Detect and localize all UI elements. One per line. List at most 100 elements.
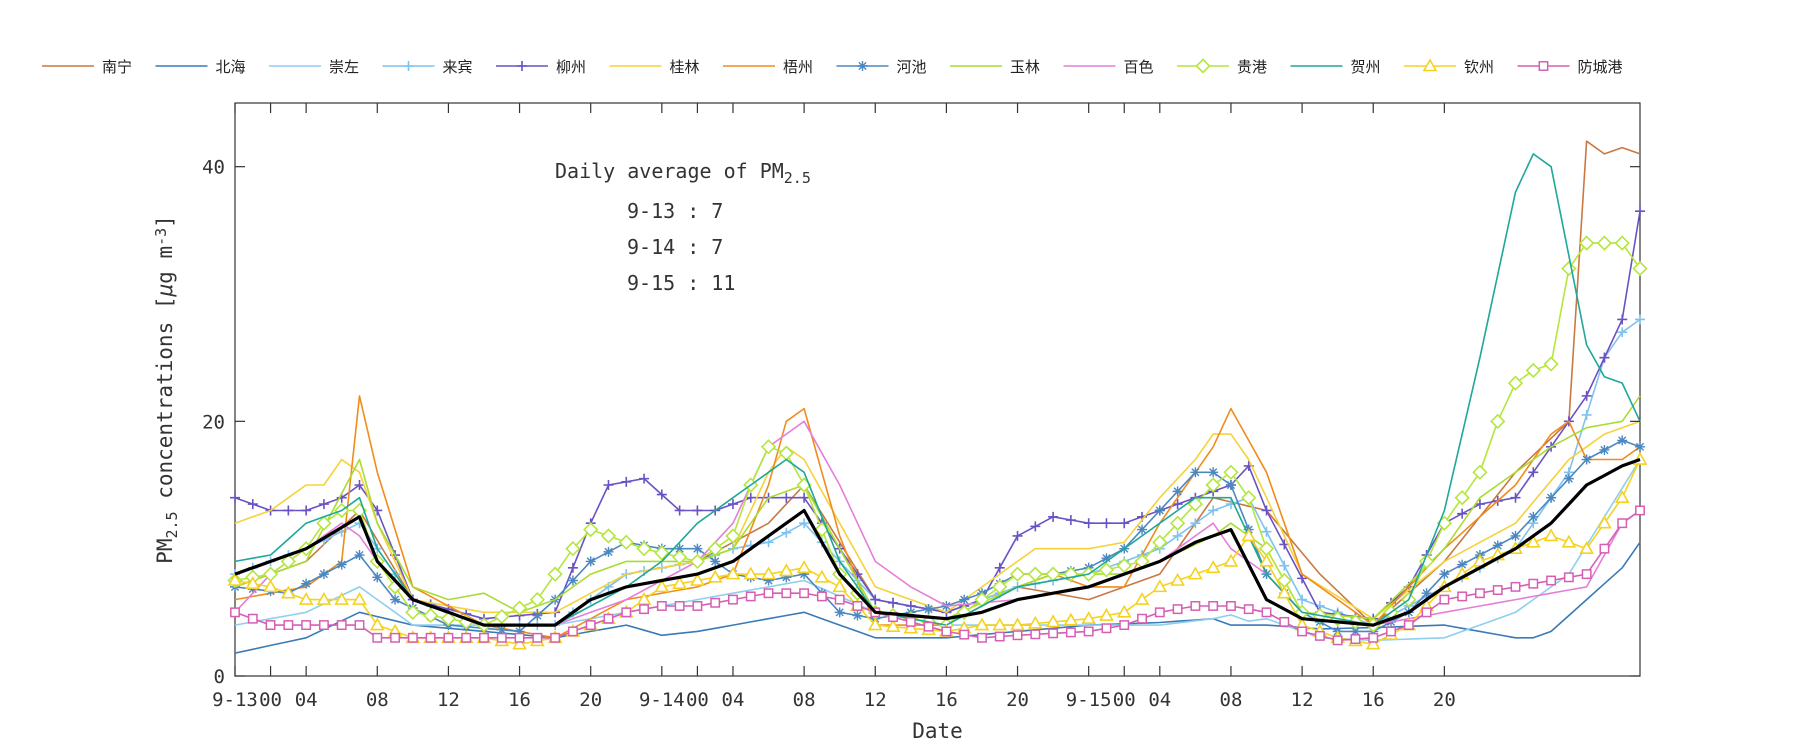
series-14-point (781, 588, 792, 599)
series-5-point (1048, 511, 1059, 522)
series-8-point (781, 572, 792, 583)
series-14-point (941, 626, 952, 637)
series-1-line (234, 140, 1641, 626)
series-5-point (354, 480, 365, 490)
legend-item: 南宁 (42, 58, 132, 76)
series-11-point (1490, 413, 1506, 429)
series-14-point (1492, 585, 1503, 595)
series-8-point (603, 546, 614, 557)
series-5-point (318, 499, 329, 510)
series-7-line (234, 395, 1641, 639)
series-13-point (1152, 579, 1168, 593)
series-13-point (1241, 528, 1257, 542)
series-14-point (550, 632, 561, 643)
legend-item: 百色 (1063, 58, 1154, 76)
series-8-point (959, 594, 970, 605)
legend: 南宁 北海 崇左 来宾 柳州 桂林 梧州 河池 玉林 百色 贵港 贺州 钦州 防城港 (42, 58, 1623, 76)
series-8-point (567, 575, 578, 586)
series-13-point (1134, 591, 1150, 605)
series-13-point (636, 591, 652, 605)
series-8-point (1599, 444, 1610, 455)
series-9 (234, 395, 1641, 620)
x-tick-label: 04 (722, 689, 745, 711)
series-5-point (301, 505, 312, 516)
series-5-point (603, 480, 614, 490)
series-15 (234, 457, 1641, 627)
series-13-point (743, 566, 759, 580)
series-13-point (512, 636, 527, 650)
series-14-point (1368, 632, 1379, 643)
series-14-point (994, 631, 1005, 642)
series-13-point (778, 563, 794, 577)
series-4-point (1208, 505, 1219, 516)
series-4-point (799, 518, 810, 529)
series-4 (230, 314, 1645, 631)
y-axis-label: PM2.5 concentrations [μg m-3] (152, 215, 181, 564)
series-14-point (1297, 626, 1308, 637)
series-14-point (1154, 607, 1165, 618)
series-11-point (511, 600, 528, 616)
series-5-point (1599, 352, 1610, 363)
series-14-point (799, 588, 810, 599)
x-tick-label: 08 (366, 689, 389, 711)
series-14-point (621, 607, 632, 618)
series-14-point (1581, 569, 1592, 580)
series-11-point (440, 611, 457, 627)
series-11-point (583, 521, 599, 538)
series-14-point (1190, 601, 1201, 611)
series-14-point (1403, 620, 1414, 631)
legend-marker (403, 61, 414, 71)
series-11-point (654, 545, 670, 561)
series-5-point (656, 489, 667, 500)
series-14-point (1474, 588, 1485, 599)
series-11-point (1258, 541, 1275, 557)
series-11-point (707, 541, 723, 557)
series-14-point (1119, 620, 1130, 631)
series-11-point (529, 591, 545, 608)
series-13-point (334, 591, 350, 605)
series-8-point (674, 543, 685, 554)
x-tick-label: 16 (935, 689, 958, 711)
series-13-point (1543, 528, 1559, 542)
series-11-point (618, 534, 634, 550)
series-5-point (781, 492, 792, 503)
series-14-point (852, 601, 863, 611)
series-8-point (834, 607, 845, 618)
series-11-line (234, 242, 1641, 626)
series-8-point (1563, 473, 1574, 484)
series-11-point (1009, 566, 1026, 582)
series-14-point (1012, 630, 1023, 641)
series-13-point (1116, 604, 1132, 618)
series-5-point (1172, 499, 1183, 510)
series-8-point (1350, 626, 1361, 637)
series-14-point (692, 601, 703, 611)
series-11-point (992, 579, 1008, 595)
series-4-point (1635, 314, 1645, 325)
series-14-point (1065, 627, 1076, 638)
series-13-point (1525, 534, 1541, 548)
series-5-point (1012, 530, 1023, 541)
series-14-point (372, 632, 383, 643)
x-tick-label: 16 (508, 689, 531, 711)
x-tick-label: 00 (1113, 689, 1136, 711)
series-5-point (567, 562, 578, 573)
series-11-point (1543, 356, 1559, 372)
y-tick-label: 0 (214, 666, 225, 688)
series-7 (234, 395, 1641, 639)
series-14-point (1261, 607, 1272, 618)
series-5-point (745, 492, 756, 503)
series-13-point (245, 576, 261, 589)
legend-label: 防城港 (1578, 58, 1623, 76)
series-13-point (1205, 560, 1221, 574)
series-14-point (1030, 629, 1041, 640)
series-13-point (369, 617, 385, 631)
series-13-point (1099, 607, 1114, 621)
series-13-point (885, 619, 901, 632)
series-11-point (547, 566, 563, 582)
x-axis: 9-13 00 04 08 12 16 20 9-14 00 04 08 12 16 20 9-15 00 04… (212, 103, 1456, 711)
series-11-point (671, 549, 688, 565)
daily-average-annotation: Daily average of PM2.5 9-13 : 7 9-14 : 7 9-… (555, 159, 811, 295)
y-axis: 0 20 40 (202, 157, 1640, 688)
